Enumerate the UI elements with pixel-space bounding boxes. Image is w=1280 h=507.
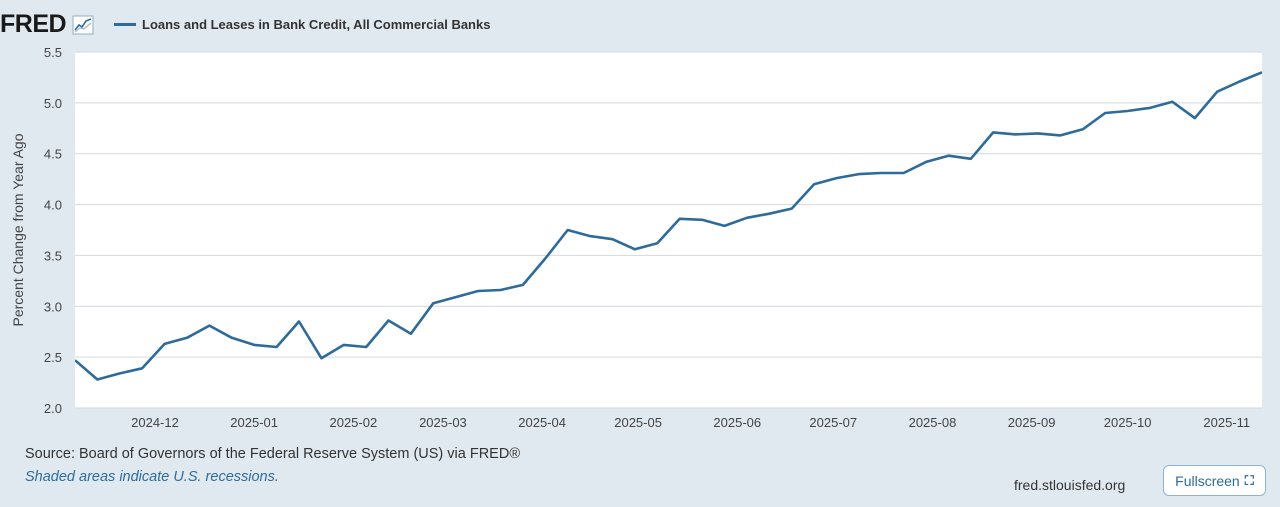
- x-tick-label: 2024-12: [131, 415, 179, 430]
- site-url[interactable]: fred.stlouisfed.org: [1014, 477, 1126, 493]
- y-tick-label: 5.5: [44, 45, 62, 60]
- line-chart-icon: [72, 14, 94, 35]
- legend-series-label: Loans and Leases in Bank Credit, All Com…: [142, 17, 491, 32]
- legend-series-swatch: [114, 23, 136, 26]
- fullscreen-button[interactable]: Fullscreen ⛶: [1163, 465, 1266, 496]
- y-tick-label: 3.0: [44, 299, 62, 314]
- x-tick-label: 2025-08: [909, 415, 957, 430]
- y-tick-label: 2.5: [44, 350, 62, 365]
- recession-note: Shaded areas indicate U.S. recessions.: [25, 469, 279, 485]
- fred-brand[interactable]: FRED: [0, 12, 94, 37]
- x-tick-label: 2025-05: [614, 415, 662, 430]
- x-tick-label: 2025-10: [1104, 415, 1152, 430]
- y-tick-label: 5.0: [44, 96, 62, 111]
- line-chart[interactable]: 2.0 2.5 3.0 3.5 4.0 4.5 5.0 5.5 2024-12 2025-01 20…: [0, 0, 1280, 440]
- y-tick-label: 4.0: [44, 198, 62, 213]
- x-tick-label: 2025-06: [713, 415, 761, 430]
- y-tick-label: 4.5: [44, 147, 62, 162]
- fullscreen-icon: ⛶: [1244, 472, 1254, 488]
- x-tick-label: 2025-02: [329, 415, 377, 430]
- x-tick-label: 2025-07: [809, 415, 857, 430]
- x-tick-label: 2025-03: [419, 415, 467, 430]
- x-tick-label: 2025-11: [1203, 415, 1250, 430]
- chart-legend: Loans and Leases in Bank Credit, All Com…: [114, 17, 490, 32]
- x-tick-label: 2025-09: [1008, 415, 1056, 430]
- series-line: [75, 71, 1262, 381]
- x-tick-label: 2025-01: [230, 415, 278, 430]
- y-tick-label: 3.5: [44, 248, 62, 263]
- fullscreen-label: Fullscreen: [1175, 472, 1240, 489]
- x-tick-label: 2025-04: [518, 415, 566, 430]
- source-text: Source: Board of Governors of the Federa…: [25, 446, 521, 462]
- fred-logo[interactable]: FRED: [0, 10, 67, 38]
- y-axis-label: Percent Change from Year Ago: [10, 133, 26, 326]
- y-tick-label: 2.0: [44, 401, 62, 416]
